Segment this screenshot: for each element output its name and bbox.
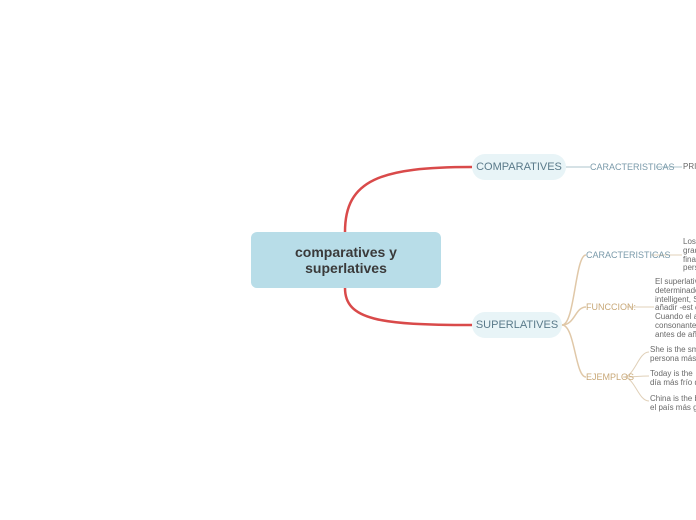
- node-label: EJEMPLOS: [586, 372, 634, 382]
- branch-superlatives[interactable]: SUPERLATIVES: [472, 312, 562, 338]
- node-sup-funccion-leaf: El superlativ determinado intelligent, S…: [655, 278, 696, 340]
- leaf-text: Today is the día más frío q: [650, 370, 696, 388]
- node-sup-ejemplo-2: Today is the día más frío q: [650, 370, 696, 388]
- leaf-text: El superlativ determinado intelligent, S…: [655, 278, 696, 340]
- leaf-text: PRI: [683, 162, 696, 171]
- node-sup-ejemplo-3: China is the b el país más g: [650, 395, 696, 413]
- node-sup-ejemplo-1: She is the sm persona más: [650, 346, 696, 364]
- node-label: FUNCCION:: [586, 302, 636, 312]
- node-sup-funccion[interactable]: FUNCCION:: [586, 302, 636, 312]
- leaf-text: China is the b el país más g: [650, 395, 696, 413]
- node-label: CARACTERISTICAS: [586, 250, 671, 260]
- root-node[interactable]: comparatives y superlatives: [251, 232, 441, 288]
- leaf-text: She is the sm persona más: [650, 346, 696, 364]
- leaf-text: Los a grad finali pers: [683, 238, 696, 273]
- node-sup-caracteristicas[interactable]: CARACTERISTICAS: [586, 250, 671, 260]
- node-sup-ejemplos[interactable]: EJEMPLOS: [586, 372, 634, 382]
- node-sup-carac-leaf: Los a grad finali pers: [683, 238, 696, 273]
- root-label: comparatives y superlatives: [271, 244, 421, 276]
- branch-comparatives[interactable]: COMPARATIVES: [472, 154, 566, 180]
- branch-label: COMPARATIVES: [476, 161, 562, 173]
- branch-label: SUPERLATIVES: [476, 319, 558, 331]
- node-comp-leaf-pri: PRI: [683, 162, 696, 171]
- node-comp-caracteristicas[interactable]: CARACTERISTICAS: [590, 162, 675, 172]
- mindmap-canvas: comparatives y superlatives COMPARATIVES…: [0, 0, 696, 520]
- node-label: CARACTERISTICAS: [590, 162, 675, 172]
